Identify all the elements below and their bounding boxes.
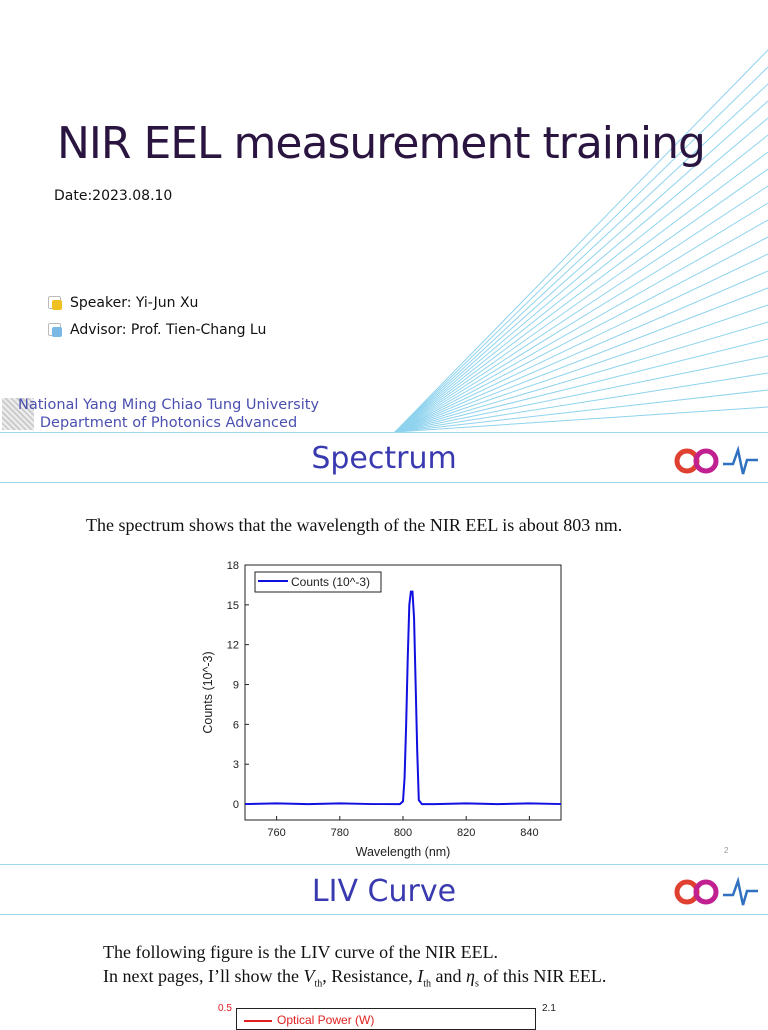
slide-divider [0,432,768,433]
decorative-ray [394,389,768,433]
series-line [244,590,562,806]
x-tick-label: 760 [267,827,285,839]
y-tick-label: 15 [227,600,239,612]
x-tick-label: 820 [457,827,475,839]
slide-divider [0,864,768,865]
decorative-ray [394,304,768,433]
y-tick-label: 6 [233,719,239,731]
department-line: Department of Photonics Advanced [39,415,298,431]
legend-box [254,571,382,593]
decorative-ray [394,219,768,433]
bullet-icon [48,296,62,310]
decorative-ray [394,83,768,433]
decorative-ray [394,338,768,433]
x-tick-label: 780 [331,827,349,839]
decorative-ray [394,185,768,433]
y-tick-label: 12 [227,640,239,652]
university-line: National Yang Ming Chiao Tung University [18,397,320,413]
spectrum-description: The spectrum shows that the wavelength o… [86,515,623,535]
decorative-ray [394,270,768,433]
decorative-ray [394,168,768,433]
bullet-icon [48,323,62,337]
spectrum-chart: 760 780 800 820 840 0 3 6 9 12 15 18 Wavelength (nm)… [201,560,562,859]
advisor-text: Advisor: Prof. Tien-Chang Lu [70,322,267,338]
lab-logo-icon [674,876,758,906]
qr-code-image [2,398,34,430]
speaker-bullet: Speaker: Yi-Jun Xu [48,295,198,311]
liv-left-axis-top: 0.5 [218,1003,232,1014]
decorative-ray [394,134,768,433]
y-axis-label: Counts (10^-3) [201,651,215,733]
y-tick-label: 0 [233,799,239,811]
decorative-ray [394,287,768,433]
decorative-ray [394,236,768,433]
page-number: 2 [724,846,729,855]
legend-label: Counts (10^-3) [291,575,370,589]
presentation-date: Date:2023.08.10 [54,188,173,204]
decorative-ray [394,372,768,433]
university-name: National Yang Ming Chiao Tung University… [18,396,319,432]
header-rule [0,914,768,915]
y-tick-label: 18 [227,560,239,572]
liv-right-axis-top: 2.1 [542,1003,556,1014]
x-axis-label: Wavelength (nm) [356,845,451,859]
presentation-title: NIR EEL measurement training [57,118,706,169]
slide-title-spectrum: Spectrum [311,441,457,476]
decorative-ray [394,100,768,433]
y-tick-label: 9 [233,680,239,692]
slide-title-liv: LIV Curve [311,874,457,909]
liv-line1: The following figure is the LIV curve of… [103,942,499,962]
decorative-ray [394,321,768,433]
liv-line2: In next pages, I’ll show the Vth, Resist… [103,966,607,990]
x-tick-label: 840 [520,827,538,839]
x-tick-label: 800 [394,827,412,839]
decorative-ray [394,253,768,433]
advisor-bullet: Advisor: Prof. Tien-Chang Lu [48,322,266,338]
decorative-ray [394,66,768,433]
lab-logo-icon [674,445,758,475]
liv-legend-label: Optical Power (W) [277,1013,375,1027]
liv-legend-line [244,1020,272,1022]
decorative-lines [394,49,768,433]
y-tick-label: 3 [233,759,239,771]
decorative-ray [394,49,768,433]
speaker-text: Speaker: Yi-Jun Xu [70,295,199,311]
decorative-ray [394,202,768,433]
decorative-ray [394,151,768,433]
header-rule [0,482,768,483]
decorative-ray [394,117,768,433]
decorative-ray [394,406,768,433]
plot-frame [244,564,562,821]
decorative-ray [394,355,768,433]
